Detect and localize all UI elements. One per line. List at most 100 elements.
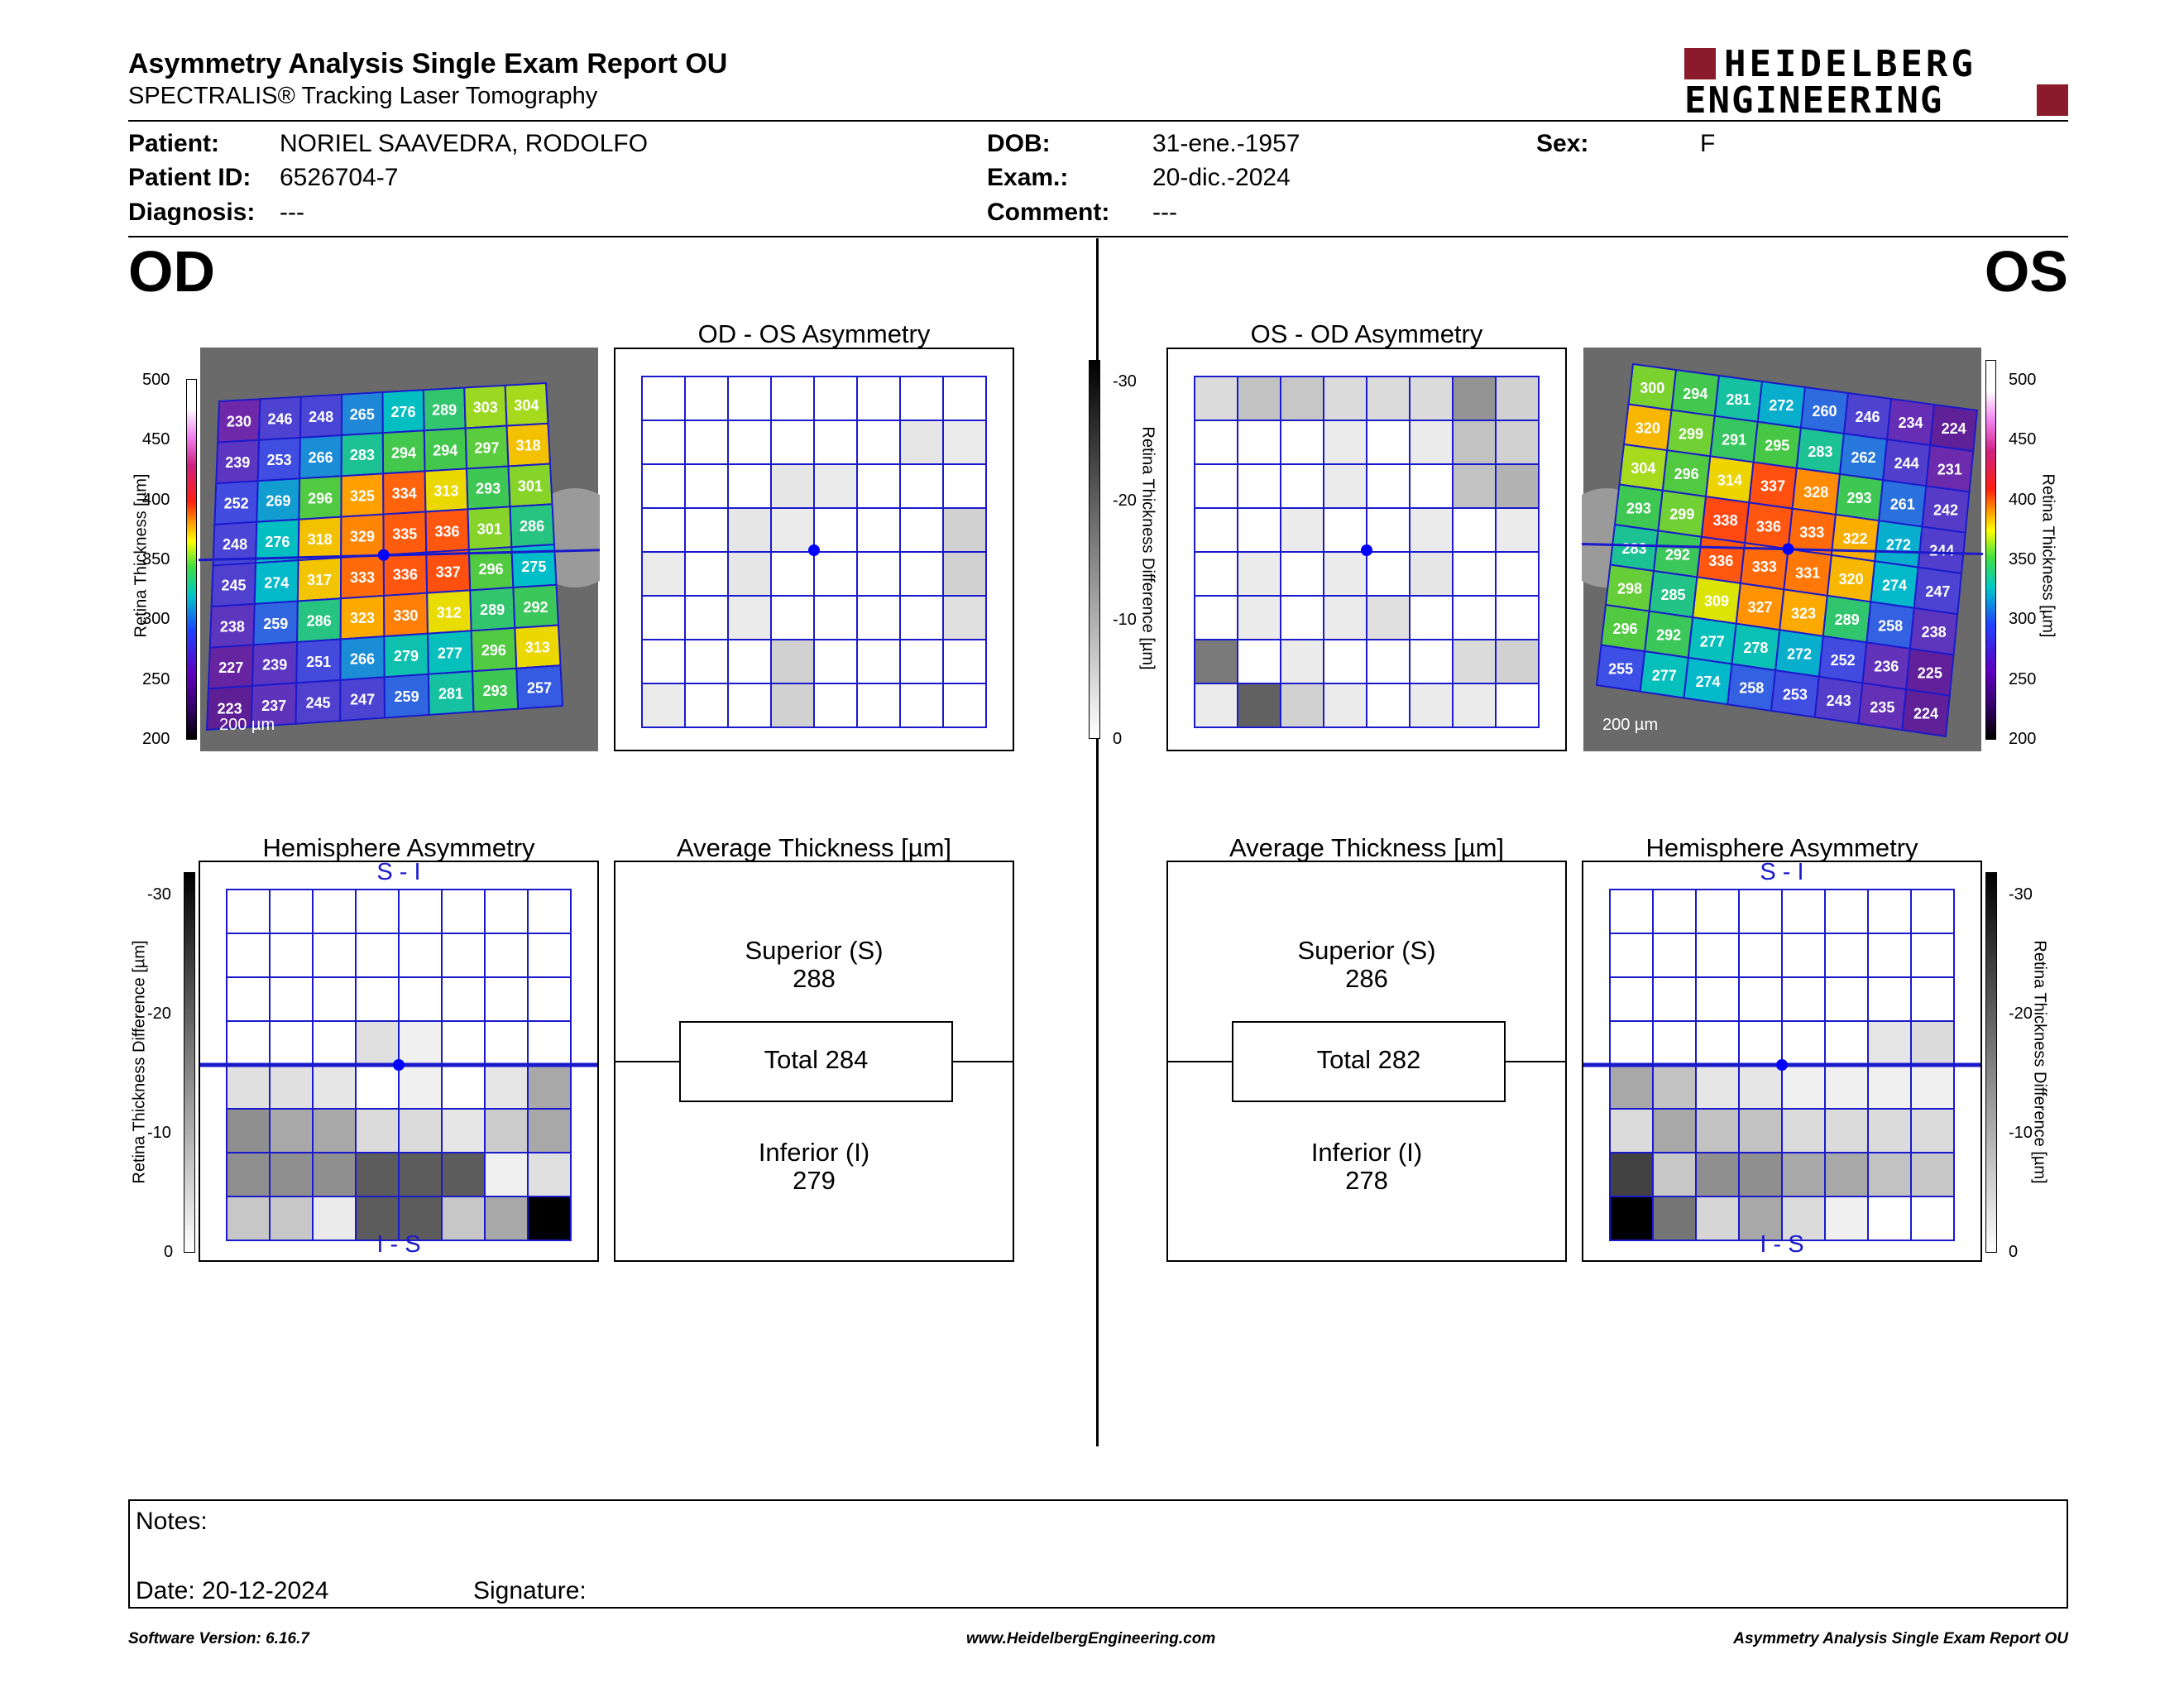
thickness-value: 278: [1743, 640, 1768, 656]
asymmetry-cell: [1280, 507, 1324, 553]
od-hemisphere-title: Hemisphere Asymmetry: [262, 833, 535, 862]
od-scale-tick: 300: [142, 610, 170, 628]
asymmetry-cell: [1323, 683, 1367, 728]
asymmetry-cell: [1867, 889, 1912, 934]
notes-box[interactable]: Notes: Date: 20-12-2024 Signature:: [128, 1499, 2068, 1609]
od-label: OD: [128, 239, 215, 304]
asymmetry-cell: [355, 933, 400, 978]
thickness-value: 317: [307, 572, 332, 588]
thickness-value: 289: [432, 401, 457, 418]
os-total-box: Total 282: [1232, 1021, 1506, 1102]
asymmetry-cell: [1280, 595, 1324, 640]
center-divider: [1096, 238, 1099, 1446]
asymmetry-cell: [1695, 976, 1740, 1022]
thickness-value: 338: [1713, 512, 1738, 529]
notes-label: Notes:: [136, 1508, 208, 1535]
thickness-value: 260: [1812, 403, 1837, 420]
asymmetry-cell: [1323, 463, 1367, 509]
asymmetry-cell: [856, 683, 901, 728]
os-inferior-value: 278: [1345, 1166, 1388, 1195]
asymmetry-cell: [484, 976, 529, 1022]
asymmetry-cell: [942, 420, 987, 465]
thickness-value: 259: [263, 616, 288, 632]
thickness-value: 323: [1791, 606, 1816, 622]
thickness-value: 293: [1626, 500, 1651, 516]
thickness-value: 333: [350, 569, 375, 586]
asymmetry-cell: [1824, 1064, 1869, 1110]
thickness-value: 320: [1839, 571, 1864, 587]
thickness-value: 239: [225, 454, 250, 471]
asymmetry-cell: [1652, 933, 1697, 978]
thickness-value: 337: [1760, 478, 1785, 495]
thickness-value: 231: [1937, 461, 1962, 477]
asymmetry-cell: [641, 463, 686, 509]
asymmetry-cell: [226, 1196, 271, 1241]
asymmetry-cell: [856, 551, 901, 597]
thickness-value: 313: [433, 482, 458, 499]
thickness-value: 246: [268, 411, 293, 428]
thickness-value: 333: [1752, 559, 1777, 575]
od-scale-tick: 200: [142, 730, 170, 748]
thickness-value: 297: [474, 439, 499, 456]
asymmetry-cell: [1237, 683, 1281, 728]
asymmetry-cell: [684, 507, 729, 553]
asymmetry-cell: [684, 420, 729, 465]
logo-text-line1: HEIDELBERG: [1724, 43, 1976, 85]
heidelberg-logo: HEIDELBERG ENGINEERING: [1684, 43, 2068, 122]
asymmetry-cell: [269, 1064, 314, 1110]
os-hemi-diff-tick: -20: [2009, 1005, 2033, 1023]
os-total-label: Total 282: [1316, 1045, 1421, 1074]
thickness-value: 296: [1674, 466, 1699, 482]
asymmetry-cell: [1409, 595, 1454, 640]
thickness-value: 258: [1739, 680, 1764, 697]
report-subtitle: SPECTRALIS® Tracking Laser Tomography: [128, 83, 598, 109]
asymmetry-cell: [527, 1064, 572, 1110]
thickness-value: 248: [309, 409, 333, 425]
center-diff-colorbar: [1089, 360, 1100, 739]
thickness-value: 322: [1843, 530, 1868, 547]
fovea-marker: [1361, 544, 1372, 556]
asymmetry-cell: [641, 420, 686, 465]
asymmetry-cell: [226, 933, 271, 978]
asymmetry-cell: [1738, 1064, 1783, 1110]
asymmetry-cell: [527, 1152, 572, 1197]
asymmetry-cell: [1652, 1108, 1697, 1153]
od-superior-label: Superior (S): [745, 936, 884, 965]
asymmetry-cell: [226, 1020, 271, 1066]
asymmetry-cell: [942, 463, 987, 509]
thickness-value: 281: [438, 686, 463, 703]
thickness-value: 236: [1874, 659, 1899, 675]
asymmetry-cell: [1495, 463, 1540, 509]
asymmetry-cell: [641, 507, 686, 553]
diagnosis-value: ---: [280, 199, 304, 226]
thickness-value: 281: [1726, 391, 1751, 408]
asymmetry-cell: [727, 683, 772, 728]
asymmetry-cell: [1695, 1020, 1740, 1066]
asymmetry-cell: [312, 933, 357, 978]
asymmetry-cell: [1910, 1196, 1955, 1241]
thickness-value: 276: [390, 404, 415, 420]
asymmetry-cell: [1609, 976, 1654, 1022]
thickness-value: 235: [1870, 699, 1894, 716]
thickness-value: 300: [1640, 380, 1664, 396]
asymmetry-cell: [1695, 889, 1740, 934]
thickness-value: 251: [306, 654, 331, 670]
asymmetry-cell: [641, 683, 686, 728]
asymmetry-cell: [684, 463, 729, 509]
asymmetry-cell: [355, 889, 400, 934]
asymmetry-cell: [1781, 1196, 1826, 1241]
report-title: Asymmetry Analysis Single Exam Report OU: [128, 48, 728, 79]
thickness-value: 312: [437, 605, 462, 621]
asymmetry-cell: [1738, 976, 1783, 1022]
asymmetry-cell: [856, 507, 901, 553]
thickness-value: 275: [521, 559, 546, 575]
fovea-marker: [377, 549, 390, 561]
os-inferior-label: Inferior (I): [1310, 1138, 1423, 1167]
footer-website[interactable]: www.HeidelbergEngineering.com: [966, 1630, 1216, 1647]
asymmetry-cell: [813, 683, 858, 728]
asymmetry-cell: [312, 1196, 357, 1241]
thickness-value: 243: [1827, 693, 1851, 709]
asymmetry-cell: [1280, 639, 1324, 684]
asymmetry-cell: [1280, 420, 1324, 465]
asymmetry-cell: [727, 551, 772, 597]
